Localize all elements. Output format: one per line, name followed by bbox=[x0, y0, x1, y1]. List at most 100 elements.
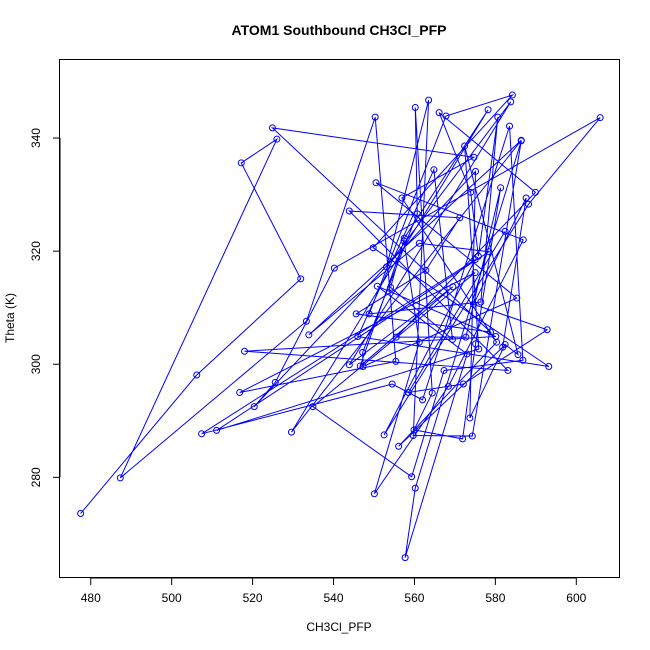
data-point bbox=[354, 333, 362, 341]
data-point bbox=[487, 328, 495, 336]
data-point bbox=[193, 371, 201, 379]
y-tick-label: 280 bbox=[29, 467, 43, 487]
data-point bbox=[506, 122, 514, 130]
data-point bbox=[507, 98, 515, 106]
data-point bbox=[372, 179, 380, 187]
data-point bbox=[383, 263, 391, 271]
x-tick-label: 520 bbox=[243, 591, 263, 605]
x-axis-label: CH3Cl_PFP bbox=[306, 620, 371, 634]
data-point bbox=[419, 396, 427, 404]
data-point bbox=[392, 357, 400, 365]
data-point bbox=[519, 356, 527, 364]
data-point bbox=[398, 194, 406, 202]
data-point bbox=[411, 484, 419, 492]
data-point bbox=[380, 431, 388, 439]
data-point bbox=[352, 310, 360, 318]
data-point bbox=[428, 389, 436, 397]
data-point bbox=[470, 300, 478, 308]
data-point bbox=[545, 363, 553, 370]
data-point bbox=[411, 104, 419, 111]
data-point bbox=[413, 210, 421, 218]
data-point bbox=[472, 167, 480, 175]
series-layer bbox=[77, 91, 604, 562]
y-tick-label: 340 bbox=[29, 128, 43, 148]
data-point bbox=[499, 343, 507, 351]
data-point bbox=[501, 227, 509, 235]
data-point bbox=[493, 338, 501, 346]
data-point bbox=[531, 188, 539, 196]
data-point bbox=[513, 294, 521, 302]
data-point bbox=[471, 269, 479, 277]
data-point bbox=[373, 282, 381, 290]
data-point bbox=[395, 442, 403, 450]
data-point bbox=[415, 239, 423, 247]
data-point bbox=[236, 389, 244, 397]
data-point bbox=[472, 340, 480, 348]
x-tick-label: 540 bbox=[324, 591, 344, 605]
data-point bbox=[525, 200, 533, 208]
data-point bbox=[409, 431, 417, 439]
data-point bbox=[504, 366, 512, 374]
data-point bbox=[494, 113, 502, 121]
data-point bbox=[497, 184, 505, 192]
data-point bbox=[448, 335, 456, 343]
data-point bbox=[213, 426, 221, 434]
x-tick-label: 580 bbox=[485, 591, 505, 605]
data-point bbox=[359, 348, 367, 356]
data-point bbox=[400, 234, 408, 242]
y-tick-label: 300 bbox=[29, 354, 43, 374]
data-point bbox=[404, 389, 412, 397]
data-point bbox=[241, 347, 249, 355]
data-point bbox=[345, 207, 353, 215]
data-point bbox=[444, 382, 452, 390]
data-point bbox=[474, 252, 482, 260]
data-point bbox=[519, 236, 527, 244]
y-axis-label: Theta (K) bbox=[3, 293, 17, 343]
data-point bbox=[435, 109, 443, 117]
data-point bbox=[440, 366, 448, 374]
series-line bbox=[80, 94, 601, 558]
data-point bbox=[430, 166, 438, 174]
data-point bbox=[250, 403, 258, 411]
data-point bbox=[522, 194, 530, 202]
data-point bbox=[596, 114, 604, 122]
data-point bbox=[456, 214, 464, 222]
data-point bbox=[463, 350, 471, 358]
data-point bbox=[400, 237, 408, 245]
data-point bbox=[467, 188, 475, 196]
data-point bbox=[449, 283, 457, 291]
data-point bbox=[365, 310, 373, 318]
data-point bbox=[305, 331, 313, 339]
data-point bbox=[459, 435, 467, 443]
data-point bbox=[408, 473, 416, 481]
data-point bbox=[508, 91, 516, 99]
data-point bbox=[470, 153, 478, 161]
x-tick-label: 500 bbox=[162, 591, 182, 605]
data-point bbox=[477, 298, 485, 306]
data-point bbox=[415, 338, 423, 346]
data-point bbox=[517, 137, 525, 145]
data-point bbox=[387, 283, 395, 291]
y-tick-label: 320 bbox=[29, 241, 43, 261]
data-point bbox=[297, 275, 305, 283]
x-tick-label: 600 bbox=[566, 591, 586, 605]
data-point bbox=[287, 428, 295, 436]
chart-title: ATOM1 Southbound CH3Cl_PFP bbox=[232, 22, 447, 38]
data-point bbox=[462, 333, 470, 341]
data-point bbox=[461, 142, 469, 150]
data-point bbox=[422, 266, 430, 274]
data-point bbox=[369, 244, 377, 252]
data-point bbox=[466, 414, 474, 422]
data-point bbox=[370, 490, 378, 498]
data-point bbox=[442, 112, 450, 120]
x-axis: 480 500 520 540 560 580 600 bbox=[81, 577, 587, 605]
data-point bbox=[77, 510, 85, 518]
data-point bbox=[543, 326, 551, 334]
data-point bbox=[484, 106, 492, 114]
data-point bbox=[388, 380, 396, 388]
data-point bbox=[371, 113, 379, 121]
data-point bbox=[116, 474, 124, 482]
data-point bbox=[345, 361, 353, 369]
data-point bbox=[302, 317, 310, 325]
